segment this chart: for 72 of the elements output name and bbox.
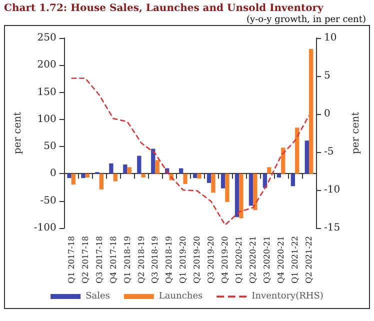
bar xyxy=(309,48,314,174)
y-tick-label: 0 xyxy=(50,168,56,180)
x-tick-label: Q2 2017-18 xyxy=(80,236,90,284)
x-tick-label: Q1 2020-21 xyxy=(234,236,244,284)
y2-tick-label: 5 xyxy=(324,70,330,82)
x-tick-label: Q4 2018-19 xyxy=(164,236,174,284)
x-tick-label: Q1 2017-18 xyxy=(66,236,76,284)
bar xyxy=(85,174,90,178)
y-tick-label: 100 xyxy=(37,114,56,125)
bar xyxy=(262,174,268,188)
y2-tick-label: -15 xyxy=(324,222,340,234)
bar xyxy=(137,156,142,174)
x-tick-label: Q3 2019-20 xyxy=(206,236,216,284)
y2-tick-label: -10 xyxy=(324,184,340,196)
y-tick-label: 250 xyxy=(37,32,56,44)
legend-label: Launches xyxy=(158,292,204,302)
bar xyxy=(234,174,240,218)
x-tick-label: Q4 2019-20 xyxy=(220,236,230,284)
bar xyxy=(267,167,272,174)
bar xyxy=(155,160,160,174)
y-tick-label: 150 xyxy=(37,86,56,98)
bar xyxy=(197,174,202,179)
bar xyxy=(67,174,72,178)
x-tick-label: Q2 2020-21 xyxy=(248,236,258,284)
bar xyxy=(295,128,300,174)
bar xyxy=(225,174,230,202)
x-tick-label: Q2 2019-20 xyxy=(192,236,202,284)
x-tick-label: Q4 2017-18 xyxy=(108,236,118,284)
bar xyxy=(253,174,258,210)
bar xyxy=(211,174,216,193)
y2-tick-label: -5 xyxy=(324,146,334,158)
bar xyxy=(151,148,156,174)
bar xyxy=(109,163,114,174)
bar xyxy=(290,174,296,186)
x-tick-label: Q4 2020-21 xyxy=(276,236,286,284)
bar xyxy=(113,174,118,182)
legend-label: Sales xyxy=(86,292,110,302)
x-tick-label: Q2 2018-19 xyxy=(136,236,146,284)
x-tick-label: Q2 2021-22 xyxy=(304,236,314,284)
bar xyxy=(206,174,212,183)
chart-subtitle: (y-o-y growth, in per cent) xyxy=(246,14,367,25)
legend-label: Inventory(RHS) xyxy=(252,292,324,302)
bar xyxy=(276,174,282,178)
y2-tick-label: 0 xyxy=(324,108,330,120)
bar xyxy=(141,174,146,178)
bar xyxy=(281,148,286,174)
bar xyxy=(220,174,226,188)
bar xyxy=(304,140,310,174)
x-tick-label: Q3 2017-18 xyxy=(94,236,104,284)
x-tick-label: Q3 2020-21 xyxy=(262,236,272,284)
bar xyxy=(183,174,188,184)
bar xyxy=(123,164,128,174)
x-tick-label: Q3 2018-19 xyxy=(150,236,160,284)
x-tick-label: Q1 2018-19 xyxy=(122,236,132,284)
bar xyxy=(239,174,244,218)
y-tick-label: -50 xyxy=(40,195,56,206)
bar xyxy=(192,174,198,178)
chart-title: Chart 1.72: House Sales, Launches and Unsold Inventory xyxy=(3,2,324,14)
line-series xyxy=(70,78,310,226)
bar xyxy=(99,174,104,190)
y-tick-label: -100 xyxy=(34,222,56,234)
bar xyxy=(248,174,254,206)
y-tick-label: 200 xyxy=(37,60,56,71)
bar xyxy=(127,167,132,174)
y-tick-label: 50 xyxy=(44,141,56,152)
y-axis-title: per cent xyxy=(12,112,24,154)
x-tick-label: Q1 2021-22 xyxy=(290,236,300,284)
x-tick-label: Q1 2019-20 xyxy=(178,236,188,284)
bar xyxy=(71,174,76,185)
y2-tick-label: 10 xyxy=(324,32,337,44)
y2-axis-title: per cent xyxy=(350,112,362,154)
bar xyxy=(81,174,86,178)
